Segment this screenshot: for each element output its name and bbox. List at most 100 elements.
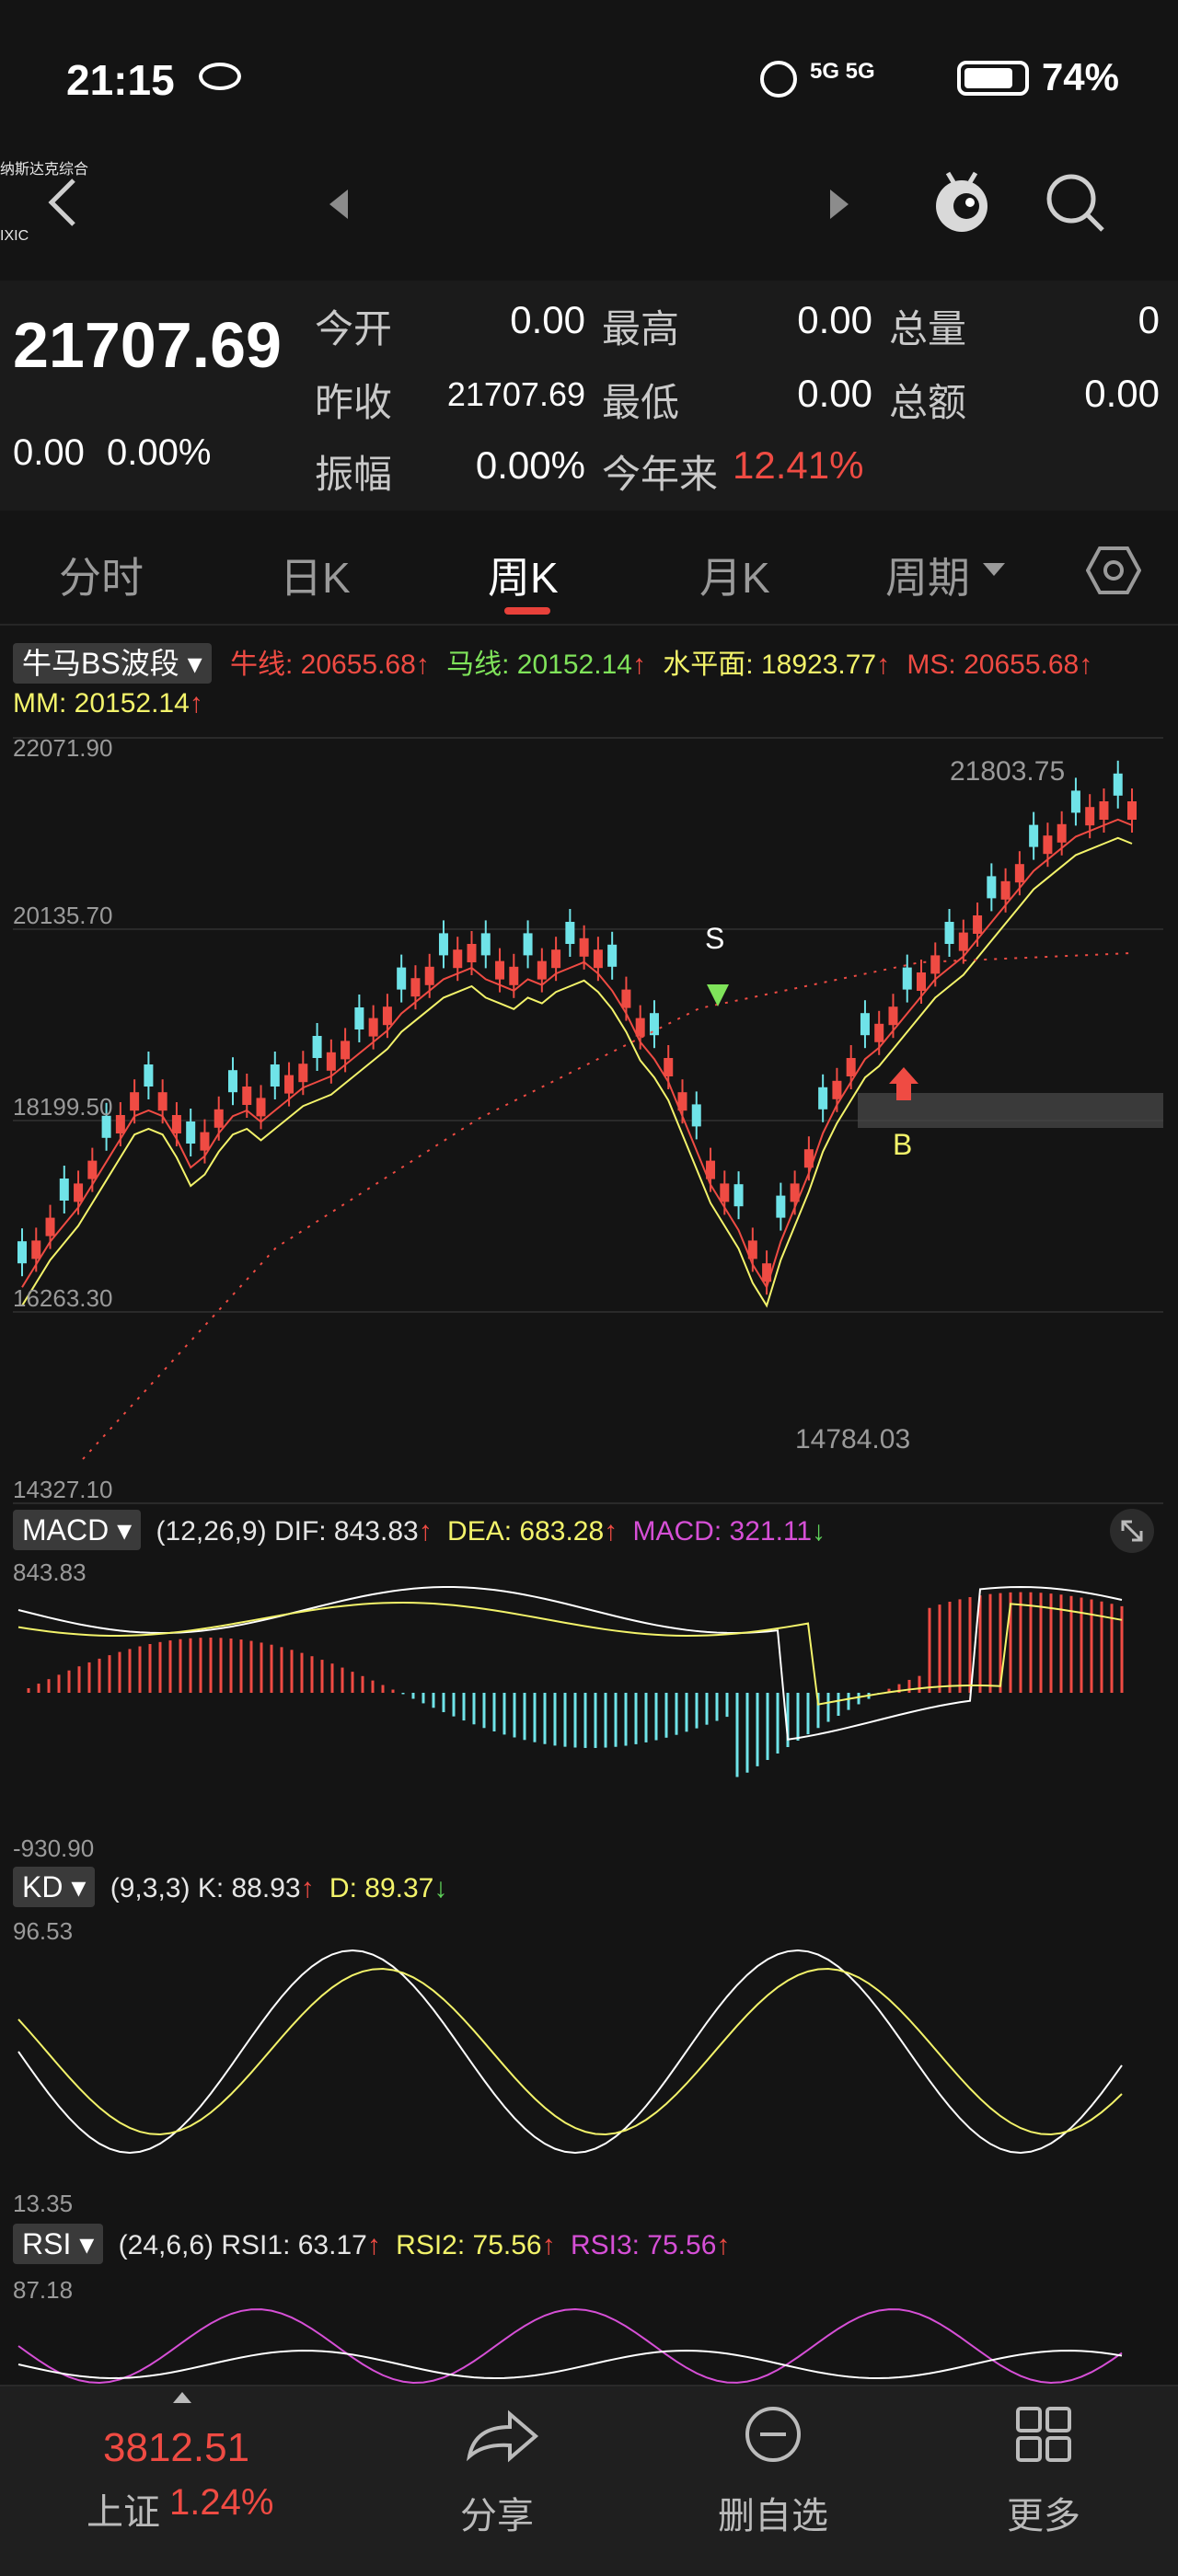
candle-body xyxy=(803,1149,814,1168)
horse-line-value: 马线: 20152.14 xyxy=(446,650,632,680)
candle-body xyxy=(930,955,941,974)
candle-body xyxy=(1043,835,1053,855)
tab-daily[interactable]: 日K xyxy=(280,554,351,602)
search-button[interactable] xyxy=(1044,171,1108,236)
candle-body xyxy=(537,960,547,980)
candle-body xyxy=(635,1018,645,1037)
candle-body xyxy=(59,1179,69,1201)
rsi2-up-arrow: ↑ xyxy=(541,2230,556,2260)
sell-arrow xyxy=(707,984,729,1006)
rsi-top-label: 87.18 xyxy=(13,2276,74,2304)
candlestick-chart[interactable] xyxy=(0,732,1178,1505)
candle-body xyxy=(621,989,631,1008)
candle-body xyxy=(677,1092,687,1111)
dea-up-arrow: ↑ xyxy=(604,1516,618,1547)
eye-icon xyxy=(199,63,241,90)
candle-body xyxy=(200,1132,210,1151)
macd-chart xyxy=(0,1555,1178,1858)
candle-body xyxy=(354,1007,364,1029)
kd-svg xyxy=(17,1949,1123,2155)
rsi2-value: RSI2: 75.56 xyxy=(396,2230,542,2260)
candle-body xyxy=(579,937,589,957)
candle-body xyxy=(551,949,561,969)
candle-body xyxy=(509,966,519,985)
expand-icon xyxy=(1121,1520,1143,1542)
candle-body xyxy=(733,1184,744,1207)
level-line xyxy=(82,952,1133,1460)
indicator-selector[interactable]: 牛马BS波段 ▾ xyxy=(13,643,212,684)
candle-body xyxy=(31,1240,41,1259)
macd-selector[interactable]: MACD ▾ xyxy=(13,1510,142,1550)
bull-up-arrow: ↑ xyxy=(415,650,430,680)
candle-body xyxy=(846,1058,856,1076)
candle-body xyxy=(902,967,912,990)
candle-body xyxy=(973,915,983,934)
macd-legend: MACD ▾ (12,26,9) DIF: 843.83↑ DEA: 683.2… xyxy=(13,1510,826,1550)
candle-body xyxy=(874,1023,884,1042)
candle-body xyxy=(397,967,407,990)
candle-body xyxy=(410,978,421,997)
rsi-params: (24,6,6) xyxy=(118,2230,214,2260)
candle-body xyxy=(424,966,434,985)
candle-body xyxy=(298,1064,308,1083)
macd-bottom-label: -930.90 xyxy=(13,1834,95,1862)
candle-body xyxy=(214,1109,224,1128)
status-time: 21:15 xyxy=(66,56,175,104)
candle-body xyxy=(227,1070,237,1093)
candle-body xyxy=(368,1018,378,1037)
candle-body xyxy=(776,1195,786,1218)
remove-watchlist-button[interactable]: 删自选 xyxy=(699,2401,847,2548)
level-up-arrow: ↑ xyxy=(876,650,891,680)
d-line xyxy=(17,1968,1123,2135)
tab-monthly[interactable]: 月K xyxy=(699,554,770,602)
candle-body xyxy=(691,1104,701,1127)
kd-chart xyxy=(0,1914,1178,2217)
candle-body xyxy=(467,944,477,962)
kd-legend: KD ▾ (9,3,3) K: 88.93↑ D: 89.37↓ xyxy=(13,1867,447,1907)
candle-body xyxy=(74,1183,84,1202)
k-line xyxy=(17,1949,1123,2155)
prev-close-label: 昨收 xyxy=(315,381,393,424)
volume-value: 0 xyxy=(1138,298,1160,341)
candle-body xyxy=(1113,773,1123,796)
ms-value: MS: 20655.68 xyxy=(907,650,1080,680)
candle-body xyxy=(1000,880,1011,900)
kd-d: D: 89.37 xyxy=(329,1873,434,1903)
tab-intraday[interactable]: 分时 xyxy=(59,554,144,602)
tab-weekly[interactable]: 周K xyxy=(488,554,559,602)
dif-up-arrow: ↑ xyxy=(418,1516,433,1547)
battery-icon xyxy=(957,61,1029,96)
rsi1-up-arrow: ↑ xyxy=(366,2230,381,2260)
period-dropdown-arrow xyxy=(983,563,1005,576)
candle-body xyxy=(186,1121,196,1144)
expand-chart-button[interactable] xyxy=(1110,1509,1154,1553)
grid-icon xyxy=(1016,2407,1071,2462)
bull-line xyxy=(21,818,1133,1290)
candle-body xyxy=(1014,864,1024,883)
index-pct: 1.24% xyxy=(169,2482,274,2523)
candle-body xyxy=(17,1241,27,1264)
robot-assistant-button[interactable] xyxy=(930,166,994,239)
candle-body xyxy=(987,876,997,899)
bull-line-value: 牛线: 20655.68 xyxy=(230,650,416,680)
expand-up-icon xyxy=(173,2392,191,2403)
candle-body xyxy=(171,1115,181,1133)
rsi1-value: RSI1: 63.17 xyxy=(221,2230,367,2260)
candle-body xyxy=(607,944,618,967)
price-change: 0.00 xyxy=(13,432,85,473)
rsi-selector-label: RSI xyxy=(22,2227,72,2260)
ms-up-arrow: ↑ xyxy=(1079,650,1093,680)
y-tick-1: 22071.90 xyxy=(13,734,113,762)
kd-selector[interactable]: KD ▾ xyxy=(13,1867,96,1907)
share-button[interactable]: 分享 xyxy=(442,2401,552,2548)
more-button[interactable]: 更多 xyxy=(988,2401,1099,2548)
index-ticker[interactable]: 3812.51 上证 1.24% xyxy=(55,2392,313,2558)
mm-value: MM: 20152.14 xyxy=(13,688,190,719)
candle-body xyxy=(593,949,603,969)
tab-period[interactable]: 周期 xyxy=(885,554,970,602)
rsi-selector[interactable]: RSI ▾ xyxy=(13,2224,104,2264)
candle-body xyxy=(144,1064,154,1087)
page-title: 纳斯达克综合 xyxy=(0,162,89,178)
candle-body xyxy=(45,1217,55,1236)
back-button[interactable] xyxy=(44,175,81,230)
